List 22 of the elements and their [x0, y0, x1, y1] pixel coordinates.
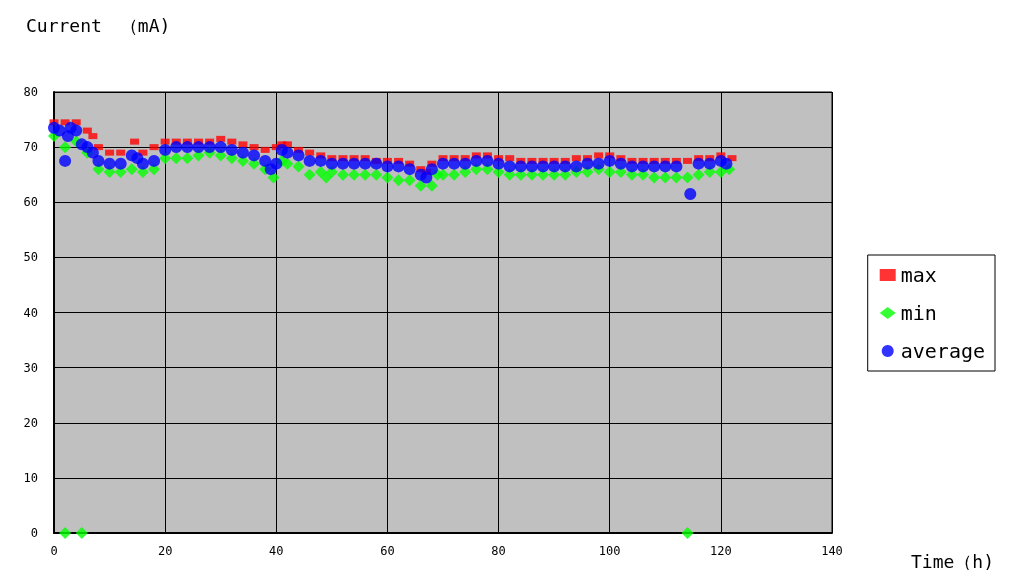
y-tick-label: 10 — [23, 470, 38, 485]
y-tick-label: 30 — [23, 360, 38, 375]
y-tick-label: 70 — [23, 140, 38, 155]
y-tick-label: 0 — [30, 526, 38, 540]
y-axis-title: Current （mA) — [26, 14, 171, 36]
x-tick-label: 140 — [821, 544, 843, 558]
y-tick-label: 80 — [23, 85, 38, 99]
x-tick-label: 100 — [598, 544, 621, 558]
x-tick-label: 40 — [269, 544, 284, 558]
y-tick-label: 40 — [23, 305, 38, 320]
x-tick-label: 80 — [491, 544, 506, 558]
x-axis-title: Time（h) — [910, 550, 995, 572]
legend-label: min — [900, 301, 937, 325]
y-tick-label: 20 — [23, 415, 38, 430]
x-tick-label: 60 — [380, 544, 395, 558]
x-tick-label: 20 — [157, 544, 173, 558]
legend-label: average — [900, 339, 986, 363]
y-tick-label: 60 — [23, 195, 38, 210]
y-tick-label: 50 — [23, 250, 38, 265]
x-tick-label: 0 — [50, 544, 58, 558]
legend-label: max — [900, 263, 937, 287]
x-tick-label: 120 — [710, 544, 732, 558]
